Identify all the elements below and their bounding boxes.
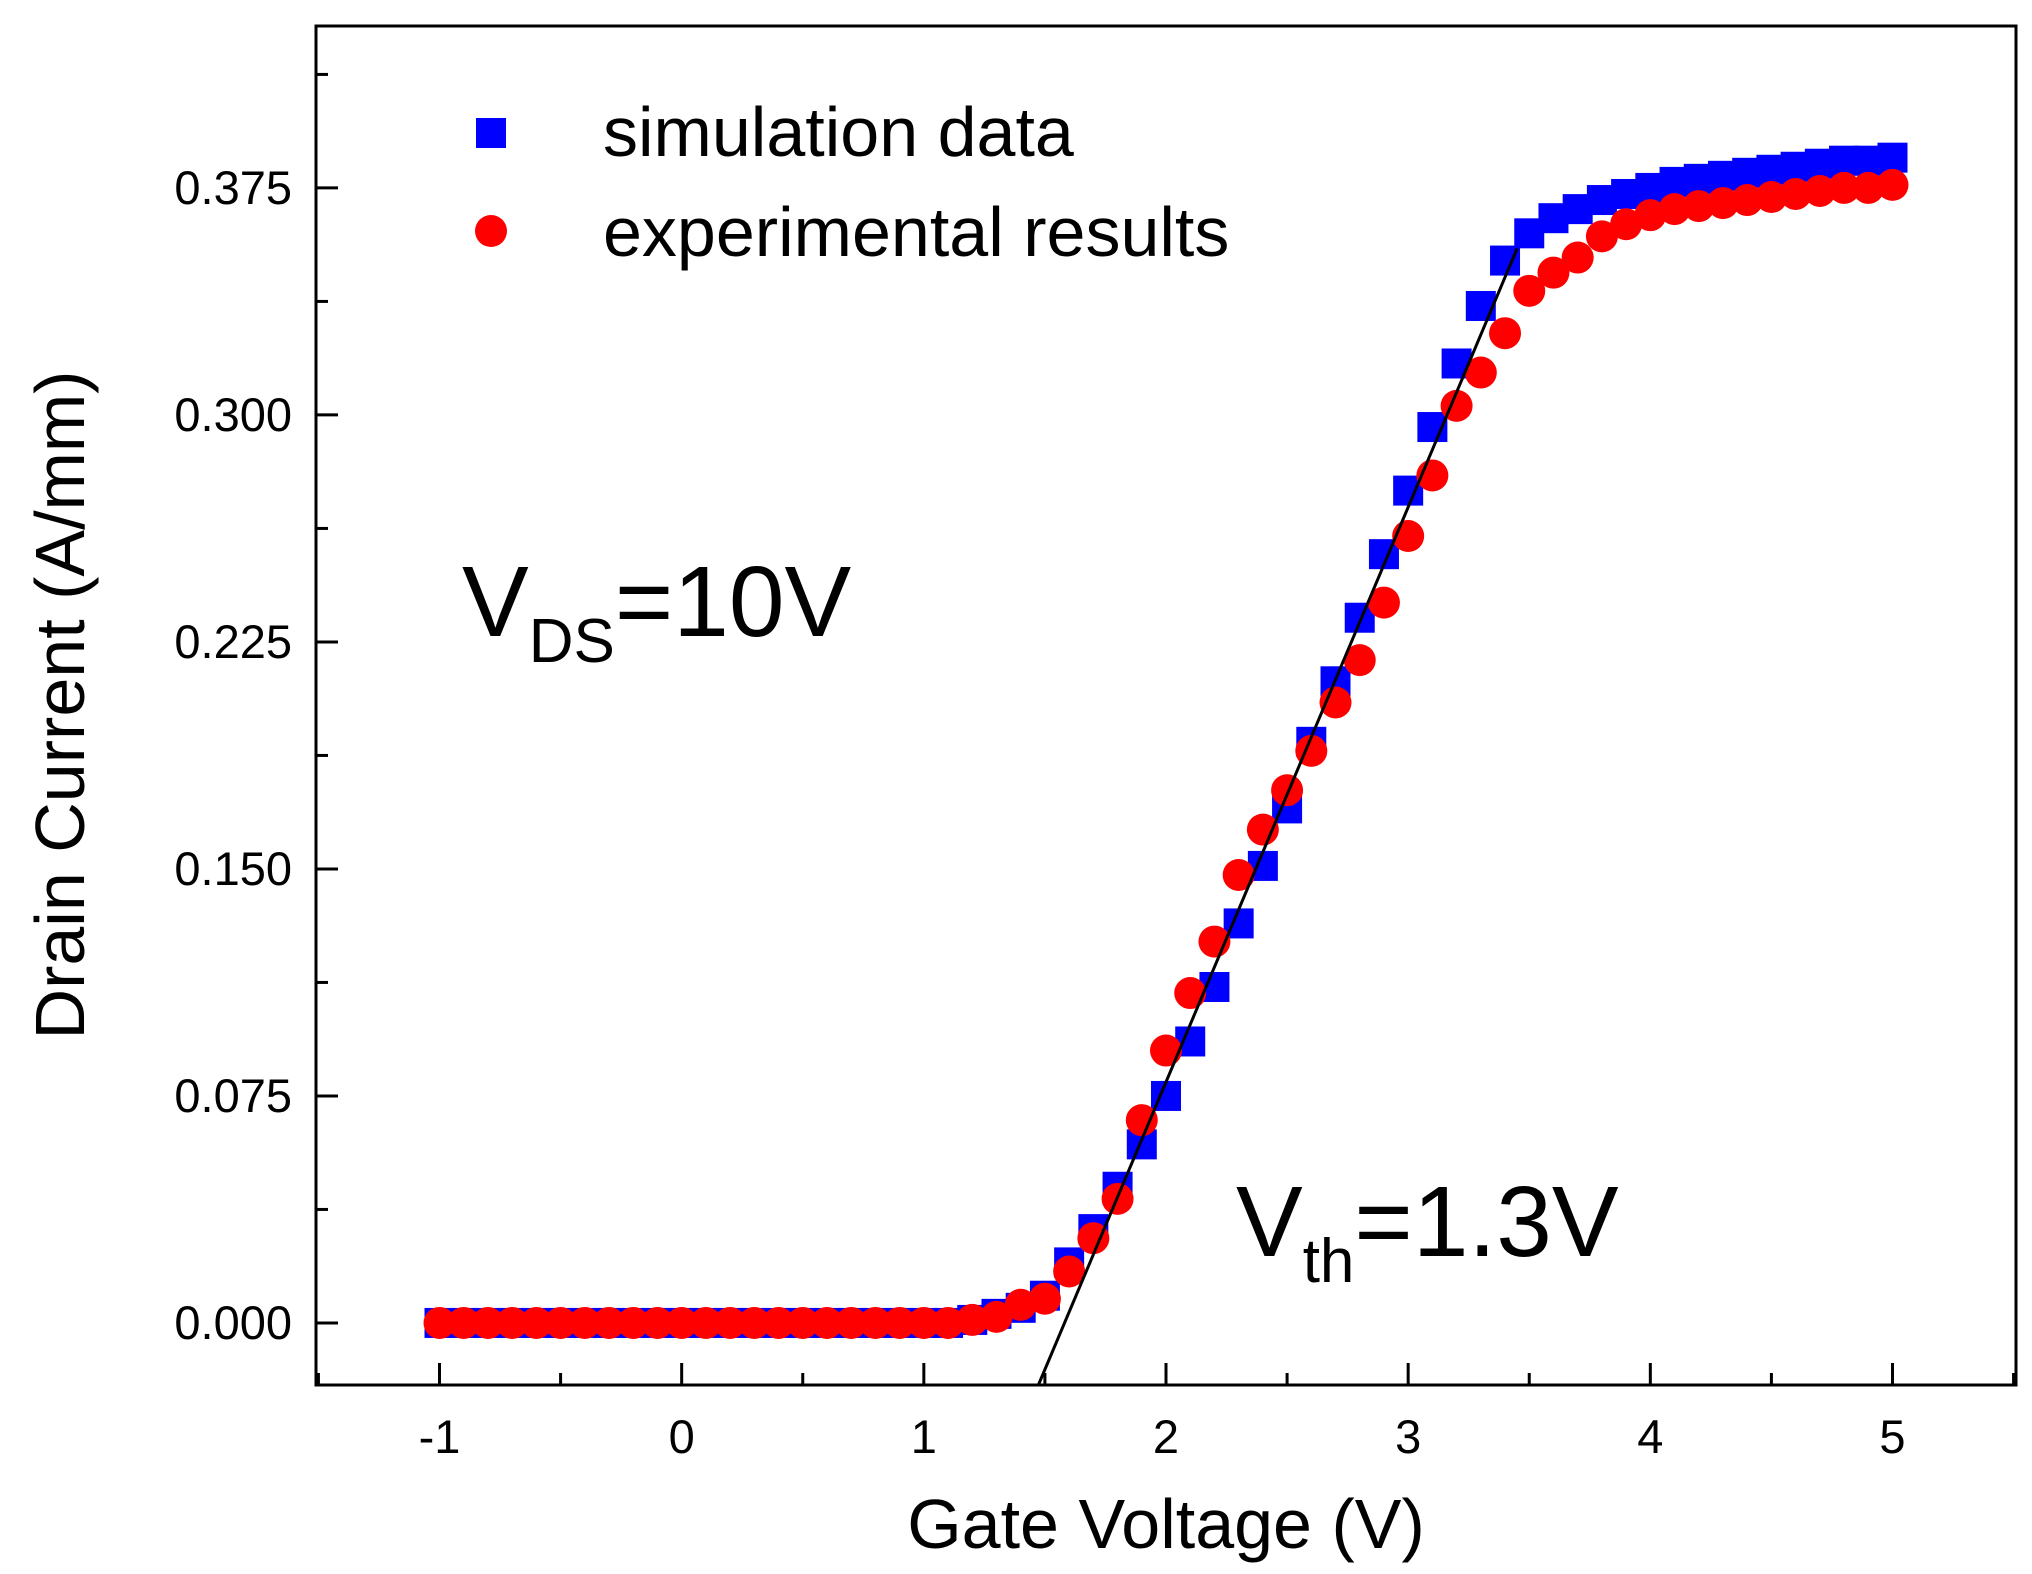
experimental-point bbox=[447, 1306, 480, 1339]
experimental-point bbox=[1755, 181, 1788, 214]
experimental-point bbox=[1004, 1288, 1037, 1321]
experimental-point bbox=[1779, 177, 1812, 210]
experimental-point bbox=[1731, 184, 1764, 217]
experimental-point bbox=[1658, 193, 1691, 226]
experimental-point bbox=[714, 1306, 747, 1339]
x-tick-label: 5 bbox=[1879, 1410, 1905, 1463]
experimental-point bbox=[956, 1303, 989, 1336]
experimental-point bbox=[1537, 256, 1570, 289]
experimental-point bbox=[1053, 1255, 1086, 1288]
legend: simulation data experimental results bbox=[475, 93, 1229, 271]
experimental-point bbox=[1367, 586, 1400, 619]
x-tick-label: 1 bbox=[911, 1410, 937, 1463]
x-tick-label: 0 bbox=[669, 1410, 695, 1463]
simulation-point bbox=[1877, 142, 1908, 173]
experimental-point bbox=[593, 1306, 626, 1339]
experimental-point bbox=[907, 1306, 940, 1339]
experimental-point bbox=[544, 1306, 577, 1339]
experimental-point bbox=[1706, 187, 1739, 220]
experimental-point bbox=[1271, 774, 1304, 807]
experimental-point bbox=[471, 1306, 504, 1339]
y-tick-label: 0.150 bbox=[174, 842, 292, 895]
x-axis-label: Gate Voltage (V) bbox=[907, 1485, 1425, 1563]
experimental-point bbox=[496, 1306, 529, 1339]
experimental-point bbox=[1222, 858, 1255, 891]
legend-label-experimental: experimental results bbox=[603, 193, 1229, 271]
experimental-point bbox=[689, 1306, 722, 1339]
simulation-point bbox=[1465, 290, 1496, 321]
experimental-point bbox=[1828, 171, 1861, 204]
x-tick-label: -1 bbox=[419, 1410, 461, 1463]
x-tick-label: 4 bbox=[1637, 1410, 1663, 1463]
y-tick-label: 0.375 bbox=[174, 161, 292, 214]
experimental-point bbox=[1343, 644, 1376, 677]
x-tick-label: 3 bbox=[1395, 1410, 1421, 1463]
experimental-point bbox=[883, 1306, 916, 1339]
legend-marker-experimental bbox=[475, 215, 507, 247]
experimental-point bbox=[1585, 220, 1618, 253]
experimental-point bbox=[1610, 208, 1643, 241]
experimental-point bbox=[1682, 190, 1715, 223]
y-tick-label: 0.225 bbox=[174, 615, 292, 668]
experimental-point bbox=[1077, 1222, 1110, 1255]
plot-frame bbox=[314, 24, 2018, 1387]
experimental-point bbox=[762, 1306, 795, 1339]
experimental-point bbox=[786, 1306, 819, 1339]
experimental-point bbox=[980, 1300, 1013, 1333]
legend-marker-simulation bbox=[476, 118, 506, 148]
y-tick-label: 0.300 bbox=[174, 388, 292, 441]
experimental-point bbox=[1852, 171, 1885, 204]
experimental-point bbox=[520, 1306, 553, 1339]
experimental-point bbox=[1634, 199, 1667, 232]
experimental-point bbox=[1803, 174, 1836, 207]
experimental-point bbox=[423, 1306, 456, 1339]
experimental-point bbox=[1174, 977, 1207, 1010]
experimental-point bbox=[1513, 274, 1546, 307]
experimental-point bbox=[1028, 1282, 1061, 1315]
experimental-point bbox=[810, 1306, 843, 1339]
x-tick-label: 2 bbox=[1153, 1410, 1179, 1463]
linear-fit-line bbox=[1036, 247, 1519, 1386]
experimental-point bbox=[1489, 317, 1522, 350]
experimental-point bbox=[1150, 1034, 1182, 1067]
experimental-point bbox=[665, 1306, 698, 1339]
experimental-point bbox=[1876, 168, 1909, 201]
experimental-point bbox=[1561, 241, 1594, 274]
experimental-point bbox=[1319, 686, 1352, 719]
experimental-point bbox=[641, 1306, 674, 1339]
experimental-point bbox=[738, 1306, 771, 1339]
experimental-point bbox=[1246, 813, 1279, 846]
legend-label-simulation: simulation data bbox=[603, 93, 1074, 171]
experimental-point bbox=[617, 1306, 650, 1339]
experimental-point bbox=[835, 1306, 868, 1339]
y-axis-label: Drain Current (A/mm) bbox=[21, 371, 99, 1040]
vds-annotation: VDS=10V bbox=[462, 546, 851, 676]
experimental-point bbox=[859, 1306, 892, 1339]
y-tick-label: 0.075 bbox=[174, 1069, 292, 1122]
experimental-point bbox=[568, 1306, 601, 1339]
experimental-point bbox=[1464, 356, 1497, 389]
vth-annotation: Vth=1.3V bbox=[1236, 1166, 1619, 1296]
experimental-point bbox=[932, 1306, 965, 1339]
experimental-point bbox=[1125, 1104, 1158, 1137]
y-tick-label: 0.000 bbox=[174, 1296, 292, 1349]
